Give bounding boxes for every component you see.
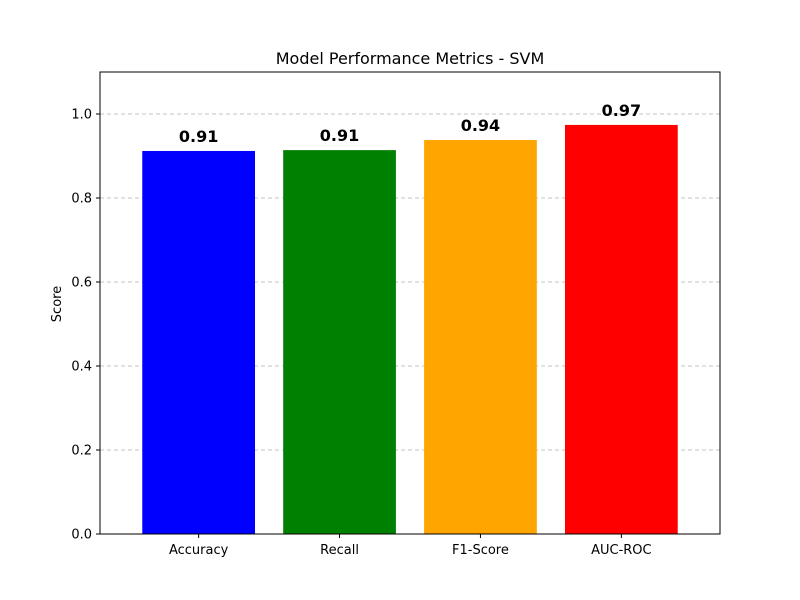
value-label-accuracy: 0.91 — [179, 127, 218, 146]
y-tick-label-3: 0.6 — [71, 276, 92, 291]
value-label-recall: 0.91 — [320, 126, 359, 145]
bar-auc-roc — [565, 124, 678, 535]
x-tick-label-recall: Recall — [320, 543, 359, 558]
y-tick-label-1: 0.2 — [71, 444, 92, 459]
y-tick-label-0: 0.0 — [71, 528, 92, 543]
y-axis-ticks: 0.0 0.2 0.4 0.6 0.8 1.0 — [71, 108, 100, 543]
x-tick-label-accuracy: Accuracy — [169, 543, 229, 558]
value-label-auc-roc: 0.97 — [602, 101, 641, 120]
bar-f1-score — [424, 140, 537, 535]
y-tick-label-4: 0.8 — [71, 192, 92, 207]
bar-recall — [283, 150, 396, 534]
value-labels: 0.91 0.91 0.94 0.97 — [179, 101, 641, 146]
x-tick-label-auc-roc: AUC-ROC — [591, 543, 652, 558]
x-axis-ticks: Accuracy Recall F1-Score AUC-ROC — [169, 534, 652, 558]
chart-title: Model Performance Metrics - SVM — [276, 49, 545, 68]
bar-accuracy — [142, 150, 255, 534]
value-label-f1-score: 0.94 — [461, 116, 500, 135]
x-tick-label-f1-score: F1-Score — [452, 543, 509, 558]
grid-lines — [100, 113, 720, 451]
y-tick-label-2: 0.4 — [71, 360, 92, 375]
plot-area-frame — [99, 71, 721, 535]
y-tick-label-5: 1.0 — [71, 108, 92, 123]
bars — [142, 124, 678, 535]
y-axis-label: Score — [50, 286, 65, 322]
